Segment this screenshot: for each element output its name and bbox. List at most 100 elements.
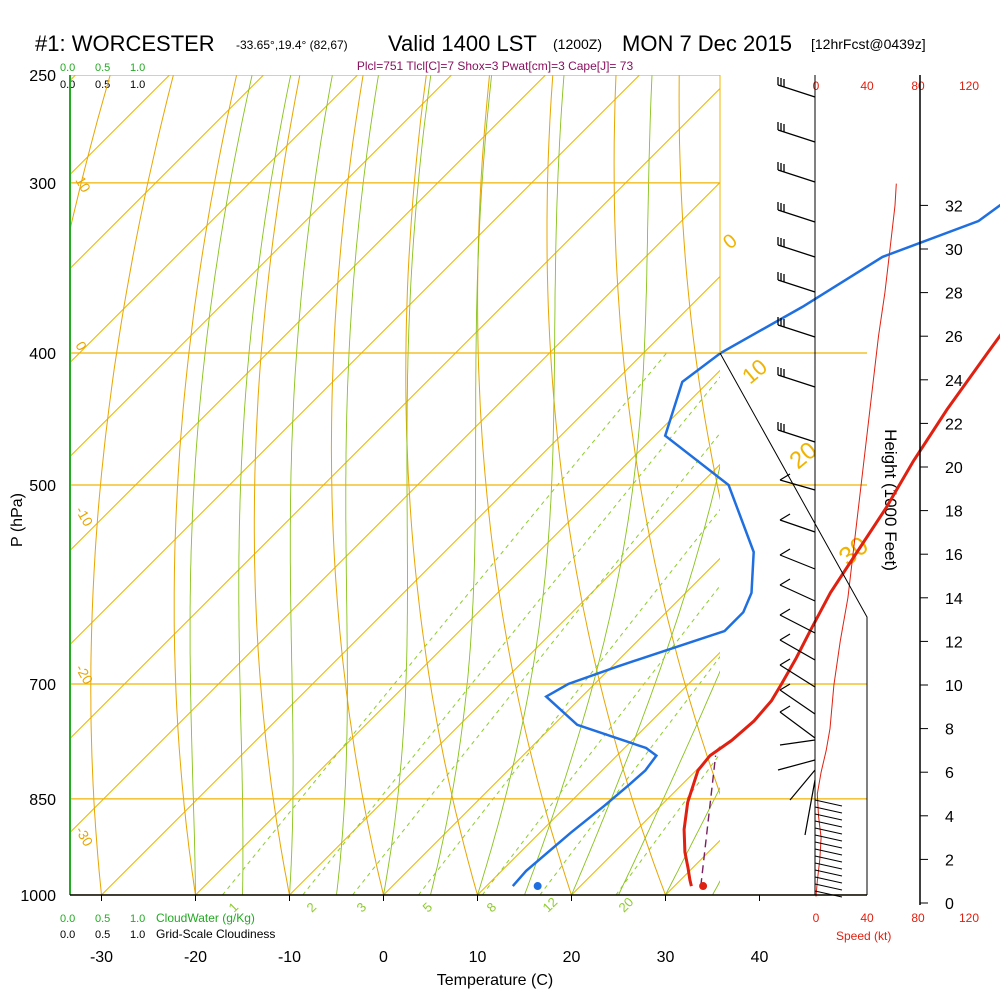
pressure-tick-label: 300 <box>29 176 56 193</box>
pressure-tick-label: 400 <box>29 346 56 363</box>
cloudwater-top-2: 1.0 <box>130 62 145 74</box>
dry-adiabat-line <box>91 51 180 924</box>
dry-adiabat-line <box>406 51 486 924</box>
temperature-tick-label: 10 <box>469 949 487 966</box>
station-title: #1: WORCESTER <box>35 31 215 56</box>
dry-adiabat-line <box>547 51 677 924</box>
height-tick-label: 6 <box>945 765 954 782</box>
dewpoint-line <box>513 121 1000 887</box>
height-tick-label: 16 <box>945 547 963 564</box>
dry-adiabat-line <box>992 51 1000 924</box>
dry-adiabat-label: -20 <box>72 662 96 688</box>
temperature-tick-label: -10 <box>278 949 301 966</box>
mixing-ratio-label: 8 <box>484 899 500 915</box>
wind-barb <box>815 856 842 862</box>
pressure-tick-label: 500 <box>29 478 56 495</box>
wind-barb <box>815 870 842 876</box>
dry-adiabat-label: -10 <box>72 504 96 530</box>
y-axis-title: P (hPa) <box>9 493 26 547</box>
speed-top-tick-40: 40 <box>860 79 874 93</box>
wind-profile <box>778 77 896 897</box>
pressure-tick-label: 700 <box>29 677 56 694</box>
mixing-ratio-line <box>223 353 667 895</box>
cloudiness-bottom-2: 1.0 <box>130 929 145 941</box>
mixing-ratio-label: 20 <box>616 894 637 915</box>
height-tick-label: 30 <box>945 242 963 259</box>
dry-adiabat-label: -30 <box>72 824 96 850</box>
height-tick-label: 14 <box>945 591 963 608</box>
temperature-tick-label: 30 <box>657 949 675 966</box>
wind-barb <box>780 615 815 633</box>
cloudiness-label: Grid-Scale Cloudiness <box>156 927 275 941</box>
mixing-ratio-line <box>303 353 740 895</box>
dry-adiabat-line <box>478 51 582 924</box>
wind-barb <box>815 828 842 834</box>
diagram-lines <box>0 51 1000 924</box>
wind-barb-flag <box>780 549 790 555</box>
wind-barb <box>815 835 842 841</box>
dry-adiabat-line <box>742 51 962 924</box>
height-tick-label: 4 <box>945 809 954 826</box>
cloudiness-bottom-0: 0.0 <box>60 929 75 941</box>
wind-barb <box>780 520 815 532</box>
isobar-lines <box>70 75 867 895</box>
dewpoint-surface-marker <box>534 882 542 890</box>
forecast-run: [12hrFcst@0439z] <box>811 36 926 52</box>
wind-barb-flag <box>780 579 790 585</box>
moist-adiabat-label: 20 <box>785 437 823 475</box>
temperature-tick-label: 0 <box>379 949 388 966</box>
cloudwater-bottom-2: 1.0 <box>130 913 145 925</box>
height-tick-label: 2 <box>945 852 954 869</box>
wind-barb-flag <box>780 514 790 520</box>
wind-barb <box>780 712 815 738</box>
mixing-ratio-label: 3 <box>354 899 370 915</box>
stability-indices: Plcl=751 Tlcl[C]=7 Shox=3 Pwat[cm]=3 Cap… <box>357 59 634 73</box>
moist-adiabat-label: 10 <box>737 354 772 389</box>
temperature-tick-label: 40 <box>751 949 769 966</box>
wind-barb <box>815 884 842 890</box>
wind-barb <box>805 780 815 835</box>
speed-bottom-tick-40: 40 <box>860 911 874 925</box>
temperature-tick-label: 20 <box>563 949 581 966</box>
dry-adiabat-line <box>679 51 867 924</box>
dry-adiabat-line <box>930 51 1000 924</box>
speed-bottom-tick-80: 80 <box>911 911 925 925</box>
cloudiness-top-0: 0.0 <box>60 79 75 91</box>
wind-barb <box>815 807 842 813</box>
speed-axis-label: Speed (kt) <box>836 929 891 943</box>
mixing-ratio-line <box>482 353 902 895</box>
dry-adiabat-line <box>614 51 772 924</box>
wind-barb-flag <box>780 706 790 712</box>
x-axis-title: Temperature (C) <box>437 972 553 989</box>
forecast-date: MON 7 Dec 2015 <box>622 31 792 56</box>
height-tick-label: 12 <box>945 634 963 651</box>
moist-adiabat-label: 0 <box>719 230 742 254</box>
wind-barb-flag <box>780 609 790 615</box>
height-tick-label: 8 <box>945 722 954 739</box>
speed-bottom-tick-0: 0 <box>813 911 820 925</box>
pressure-tick-label: 1000 <box>20 888 56 905</box>
speed-bottom-tick-120: 120 <box>959 911 979 925</box>
dry-adiabat-line <box>174 51 242 924</box>
station-coords: -33.65°,19.4° (82,67) <box>236 38 348 52</box>
height-tick-label: 0 <box>945 896 954 913</box>
wind-barb <box>815 891 842 897</box>
height-tick-label: 28 <box>945 286 963 303</box>
cloudiness-top-2: 1.0 <box>130 79 145 91</box>
dry-adiabat-line <box>805 51 1000 924</box>
dry-adiabat-line <box>331 51 390 924</box>
speed-top-tick-80: 80 <box>911 79 925 93</box>
frame-diagonal <box>720 353 867 895</box>
temperature-surface-marker <box>699 882 707 890</box>
cloudiness-top-1: 0.5 <box>95 79 110 91</box>
cloudwater-bottom-1: 0.5 <box>95 913 110 925</box>
mixing-ratio-label: 5 <box>420 899 436 915</box>
dry-adiabat-label: 10 <box>72 174 94 196</box>
wind-barb <box>780 690 815 714</box>
mixing-ratio-label: 2 <box>304 899 320 915</box>
wind-barb <box>780 740 815 745</box>
cloudwater-label: CloudWater (g/Kg) <box>156 911 255 925</box>
